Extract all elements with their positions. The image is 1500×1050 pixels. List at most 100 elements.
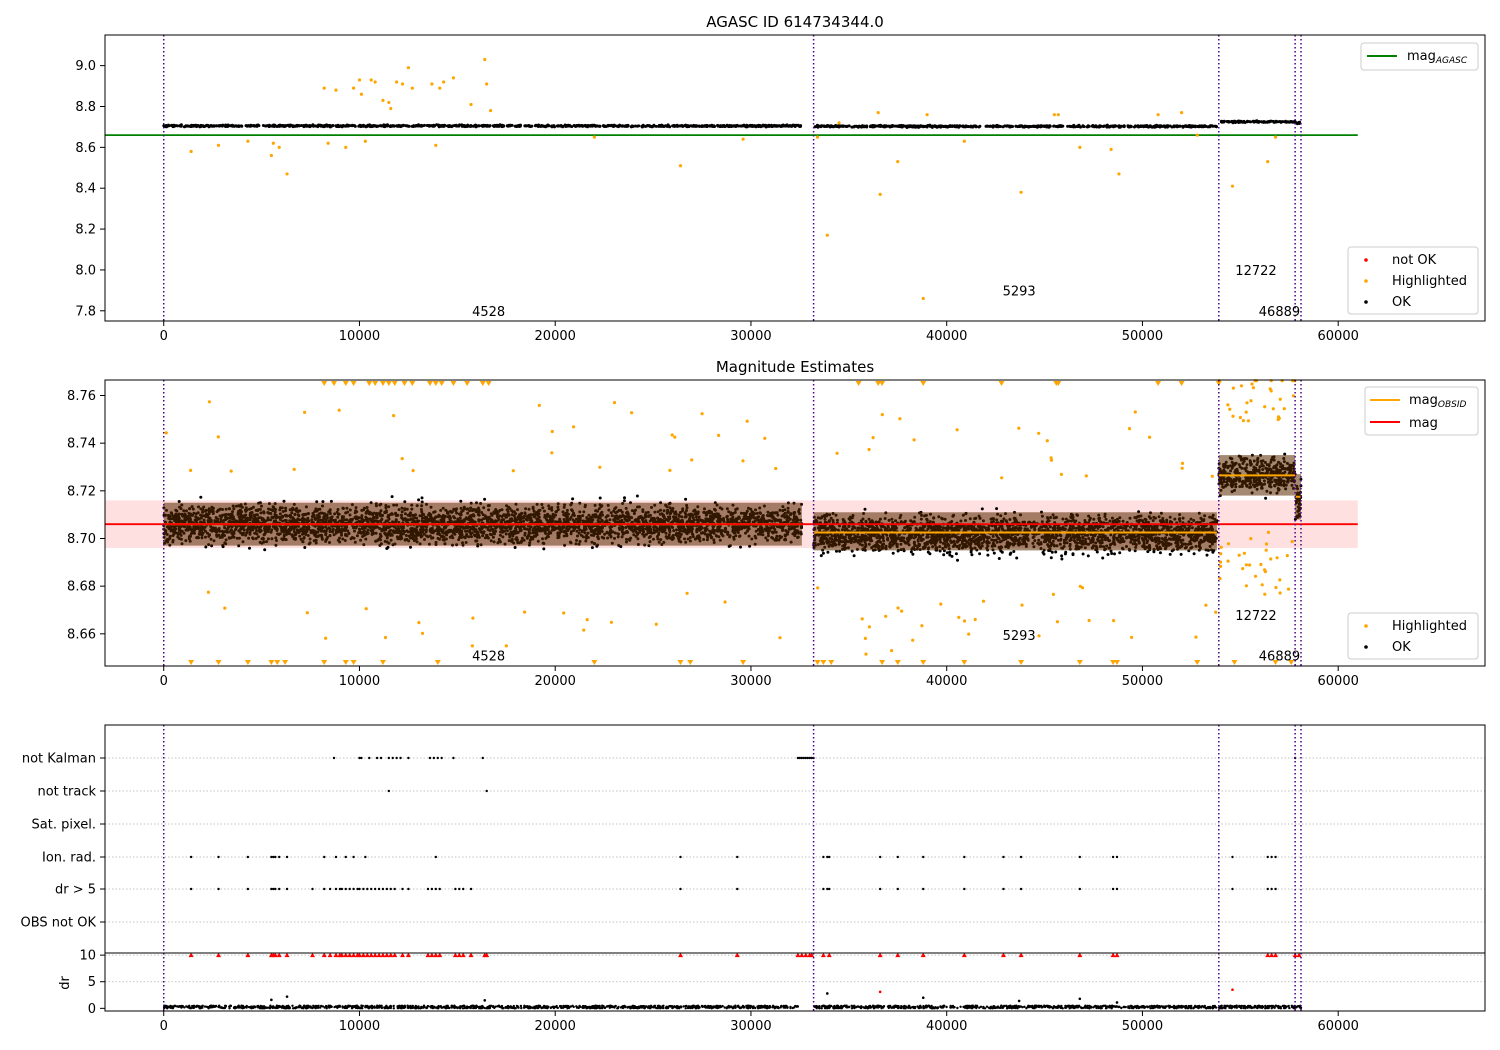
ok-point: [1098, 124, 1102, 128]
ok-point: [396, 124, 400, 128]
highlighted-point: [962, 139, 966, 143]
ok-point: [1101, 124, 1105, 128]
ok-point: [1018, 124, 1022, 128]
ok-point: [319, 123, 323, 127]
ok-point: [1014, 124, 1018, 128]
ok-point: [956, 124, 960, 128]
obsid-label: 4528: [472, 305, 505, 320]
x-tick-label: 0: [160, 329, 168, 344]
ok-point: [565, 124, 569, 128]
obsid-label: 12722: [1235, 264, 1276, 279]
ok-point: [972, 124, 976, 128]
ok-point: [514, 124, 518, 128]
ok-point: [1072, 124, 1076, 128]
ok-point: [978, 124, 982, 128]
ok-point: [500, 123, 504, 127]
ok-point: [1262, 120, 1266, 124]
ok-point: [341, 124, 345, 127]
highlighted-point: [389, 106, 393, 111]
ok-point: [622, 499, 626, 503]
ok-point: [177, 500, 181, 503]
ok-point: [1091, 124, 1095, 127]
ok-point: [1211, 124, 1215, 128]
highlighted-point: [334, 88, 338, 92]
ok-point: [573, 124, 576, 128]
ok-point: [823, 124, 827, 128]
highlighted-point: [430, 82, 434, 86]
ok-point: [483, 497, 487, 501]
ok-point: [763, 123, 767, 127]
ok-point: [465, 125, 469, 128]
ok-point: [641, 123, 645, 127]
ok-point: [306, 124, 310, 128]
x-tick-label: 50000: [1122, 329, 1163, 344]
ok-point: [1254, 120, 1258, 124]
ok-point: [626, 123, 630, 127]
ok-point: [209, 124, 213, 127]
ok-point: [601, 124, 605, 128]
ok-point: [873, 124, 877, 128]
ok-point: [1188, 125, 1191, 129]
ok-point: [238, 124, 241, 128]
ok-point: [1001, 125, 1005, 129]
ok-point: [1257, 120, 1261, 123]
highlighted-point: [925, 113, 929, 117]
highlighted-point: [1056, 113, 1060, 117]
ok-point: [263, 548, 267, 552]
ok-point: [741, 124, 745, 128]
ok-point: [887, 124, 891, 128]
ok-point: [251, 124, 255, 128]
ok-point: [280, 124, 284, 128]
highlighted-point: [1117, 172, 1121, 176]
highlighted-point: [1179, 111, 1184, 115]
ok-point: [1141, 124, 1145, 128]
ok-point: [541, 124, 545, 128]
ok-point: [220, 124, 224, 128]
y-tick-label: 8.4: [75, 182, 96, 197]
highlighted-point: [277, 145, 281, 149]
x-tick-label: 30000: [730, 329, 771, 344]
ok-point: [316, 125, 320, 129]
ok-point: [506, 124, 510, 128]
ok-point: [1094, 124, 1098, 128]
ok-point: [417, 498, 421, 502]
ok-point: [474, 123, 478, 127]
ok-point: [859, 125, 863, 129]
ok-point: [662, 125, 666, 128]
panel-1-title: AGASC ID 614734344.0: [706, 13, 884, 31]
ok-point: [204, 124, 208, 128]
ok-point: [217, 124, 221, 128]
ok-point: [1111, 124, 1115, 128]
ok-point: [346, 124, 350, 128]
ok-point: [415, 124, 419, 128]
ok-point: [592, 123, 596, 127]
ok-point: [545, 124, 549, 128]
ok-point: [368, 124, 372, 128]
ok-point: [900, 124, 904, 128]
highlighted-point: [678, 164, 683, 168]
ok-point: [310, 124, 314, 128]
ok-point: [621, 124, 625, 128]
ok-point: [325, 123, 328, 127]
ok-point: [948, 125, 952, 128]
ok-point: [386, 545, 390, 549]
highlighted-point: [815, 135, 820, 139]
ok-point: [482, 124, 486, 128]
ok-point: [519, 123, 522, 127]
highlighted-point: [1019, 190, 1023, 194]
ok-point: [1201, 125, 1205, 129]
ok-point: [459, 499, 463, 503]
highlighted-point: [410, 86, 414, 90]
ok-point: [462, 124, 466, 128]
ok-point: [207, 124, 211, 128]
ok-point: [334, 124, 338, 128]
ok-point: [430, 124, 434, 128]
ok-point: [357, 124, 361, 128]
highlighted-point: [373, 80, 377, 84]
highlighted-point: [359, 92, 364, 96]
ok-point: [1289, 120, 1293, 123]
ok-point: [1144, 125, 1148, 129]
y-tick-label: 8.0: [75, 263, 96, 278]
ok-point: [1086, 125, 1090, 129]
highlighted-point: [271, 141, 275, 145]
